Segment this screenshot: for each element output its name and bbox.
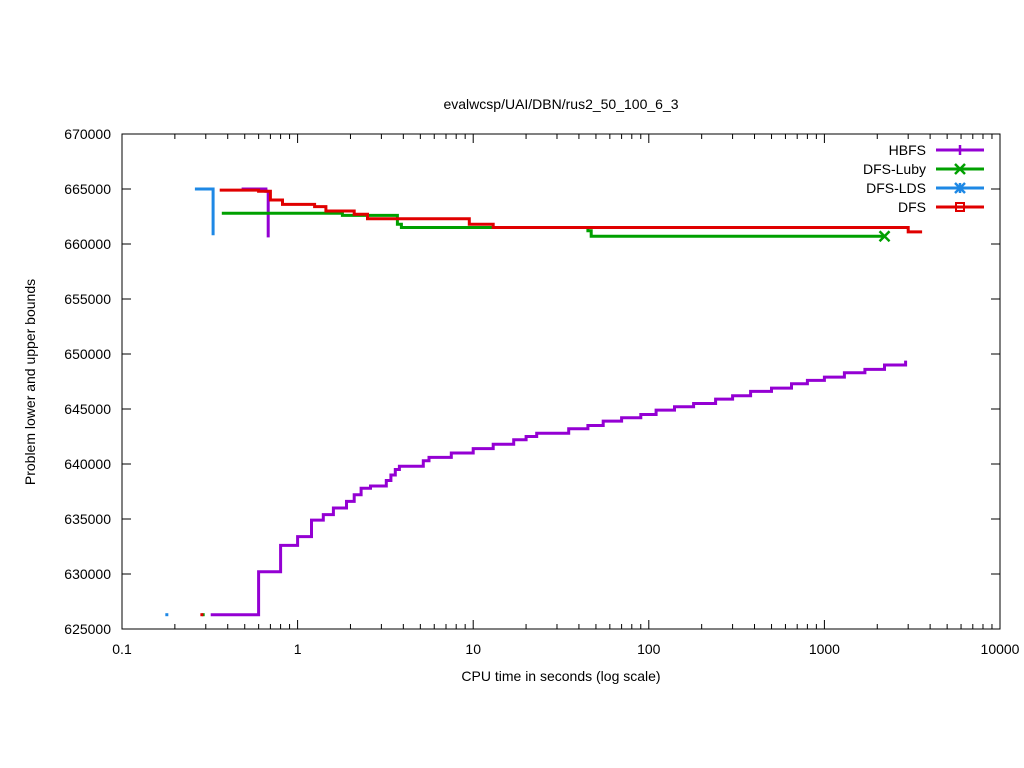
legend-label: DFS-Luby [863, 161, 926, 177]
x-tick-label: 1000 [809, 641, 840, 657]
y-tick-label: 655000 [64, 291, 111, 307]
plot-frame [121, 133, 1001, 630]
legend-marker-dfs-luby [954, 163, 966, 175]
y-axis-label: Problem lower and upper bounds [22, 279, 38, 485]
y-tick-label: 650000 [64, 346, 111, 362]
x-tick-label: 0.1 [112, 641, 132, 657]
y-axis-ticks: 625000 630000 635000 640000 645000 650000 6550… [64, 126, 1000, 637]
x-axis-ticks: 0.1 1 10 100 1000 10000 [112, 134, 1020, 657]
legend-marker-hbfs [955, 145, 965, 155]
legend-marker-dfs-box [955, 202, 965, 212]
legend-label: HBFS [889, 142, 926, 158]
x-axis-label: CPU time in seconds (log scale) [461, 668, 660, 684]
x-tick-label: 10000 [981, 641, 1020, 657]
series-layer [165, 187, 923, 617]
y-tick-label: 630000 [64, 566, 111, 582]
x-tick-label: 1 [294, 641, 302, 657]
legend-marker-dfs-lds [954, 182, 966, 194]
series-dfs-luby-end-marker [878, 230, 891, 243]
y-tick-label: 625000 [64, 621, 111, 637]
y-tick-label: 645000 [64, 401, 111, 417]
legend-label: DFS [898, 199, 926, 215]
legend-marker-dfs-luby-d2 [954, 163, 966, 175]
series-dfs-lds-upper-line [194, 187, 215, 236]
x-tick-label: 10 [465, 641, 481, 657]
x-tick-label: 100 [637, 641, 661, 657]
y-tick-label: 665000 [64, 181, 111, 197]
y-tick-label: 640000 [64, 456, 111, 472]
legend-label: DFS-LDS [866, 180, 926, 196]
chart-title: evalwcsp/UAI/DBN/rus2_50_100_6_3 [443, 96, 678, 112]
series-dfs-upper-line [219, 188, 923, 234]
legend: HBFS DFS-Luby DFS-LDS DFS [863, 142, 984, 215]
y-tick-label: 660000 [64, 236, 111, 252]
y-tick-label: 635000 [64, 511, 111, 527]
series-hbfs-lower-line [210, 360, 908, 617]
series-dfs-luby-upper-line [221, 211, 885, 238]
legend-marker-dfs [955, 202, 965, 212]
y-tick-label: 670000 [64, 126, 111, 142]
series-dfs-luby-end-marker-d2 [878, 230, 891, 243]
